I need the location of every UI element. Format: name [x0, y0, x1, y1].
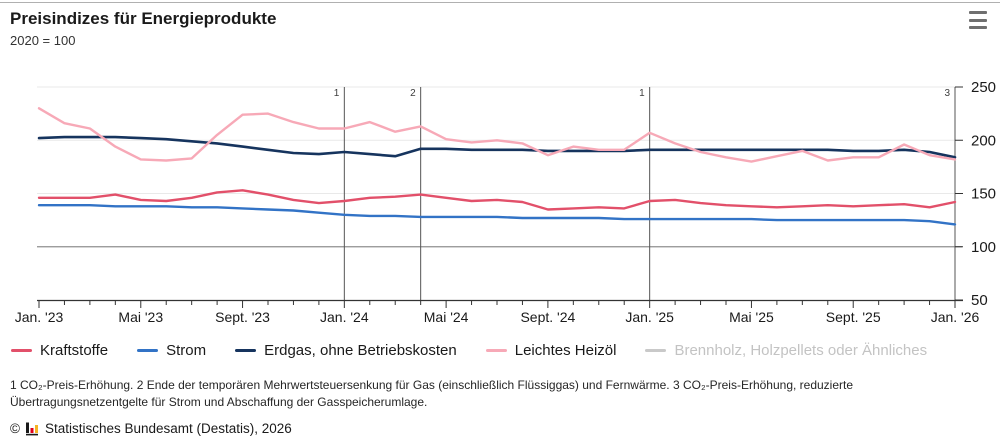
x-axis: Jan. '23 Mai '23 Sept. '23 Jan. '24 Mai '24 S…	[15, 299, 980, 325]
menu-bar	[969, 26, 987, 29]
legend-swatch	[137, 349, 159, 352]
top-divider	[0, 2, 1000, 3]
annotation-number: 1	[334, 88, 340, 99]
legend-item-strom[interactable]: Strom	[137, 342, 206, 359]
copyright-symbol: ©	[10, 421, 20, 436]
legend-item-brennholz-holzpellets-oder-hnliches[interactable]: Brennholz, Holzpellets oder Ähnliches	[645, 342, 927, 359]
legend-item-kraftstoffe[interactable]: Kraftstoffe	[11, 342, 108, 359]
chart-title: Preisindizes für Energieprodukte	[10, 9, 277, 28]
source-line: © Statistisches Bundesamt (Destatis), 20…	[10, 421, 292, 436]
legend-swatch	[645, 349, 667, 352]
series-lines	[37, 107, 957, 226]
legend-swatch	[485, 349, 507, 352]
annotation-number: 3	[944, 88, 950, 99]
menu-bar	[969, 18, 987, 22]
x-tick-label: Jan. '24	[320, 309, 369, 325]
annotation-number: 1	[639, 88, 645, 99]
x-tick-label: Sept. '23	[215, 309, 270, 325]
y-tick-label: 100	[971, 239, 996, 256]
chart-footnote: 1 CO₂-Preis-Erhöhung. 2 Ende der temporä…	[10, 378, 854, 409]
legend-label: Brennholz, Holzpellets oder Ähnliches	[674, 342, 928, 359]
x-tick-label: Jan. '26	[931, 309, 980, 325]
destatis-bars-logo-icon	[25, 422, 38, 436]
legend-item-leichtes-heiz-l[interactable]: Leichtes Heizöl	[485, 342, 617, 359]
source-text: Statistisches Bundesamt (Destatis), 2026	[44, 421, 292, 436]
legend-item-erdgas-ohne-betriebskosten[interactable]: Erdgas, ohne Betriebskosten	[235, 342, 457, 359]
legend-swatch	[11, 349, 32, 352]
y-tick-label: 200	[971, 132, 996, 149]
line-chart: 1 2 1 3 Jan. '23 Mai '23 Sept. '23 Jan. '24 Mai …	[15, 79, 996, 325]
chart-legend: Kraftstoffe Strom Erdgas, ohne Betriebskos…	[11, 342, 927, 359]
y-axis: 250 200 150 100 50	[955, 79, 996, 309]
legend-label: Strom	[166, 342, 207, 359]
annotation-number: 2	[410, 88, 416, 99]
x-tick-label: Mai '25	[729, 309, 774, 325]
legend-swatch	[235, 349, 257, 352]
x-tick-label: Mai '23	[118, 309, 163, 325]
x-tick-label: Sept. '25	[826, 309, 881, 325]
chart-subtitle: 2020 = 100	[10, 33, 76, 48]
series-line-kraftstoffe[interactable]	[37, 189, 957, 211]
series-line-leichtes-heiz-l[interactable]	[37, 107, 957, 163]
x-tick-label: Jan. '23	[15, 309, 64, 325]
legend-label: Leichtes Heizöl	[514, 342, 617, 359]
hamburger-menu-icon[interactable]	[969, 10, 989, 30]
gridlines	[37, 86, 962, 248]
y-tick-label: 150	[971, 186, 996, 203]
y-tick-label: 250	[971, 79, 996, 96]
legend-label: Erdgas, ohne Betriebskosten	[264, 342, 457, 359]
legend-label: Kraftstoffe	[40, 342, 109, 359]
x-tick-label: Jan. '25	[625, 309, 674, 325]
menu-bar	[969, 11, 987, 14]
x-tick-label: Mai '24	[424, 309, 469, 325]
y-tick-label: 50	[971, 292, 988, 309]
x-tick-label: Sept. '24	[520, 309, 575, 325]
series-line-strom[interactable]	[37, 203, 957, 226]
